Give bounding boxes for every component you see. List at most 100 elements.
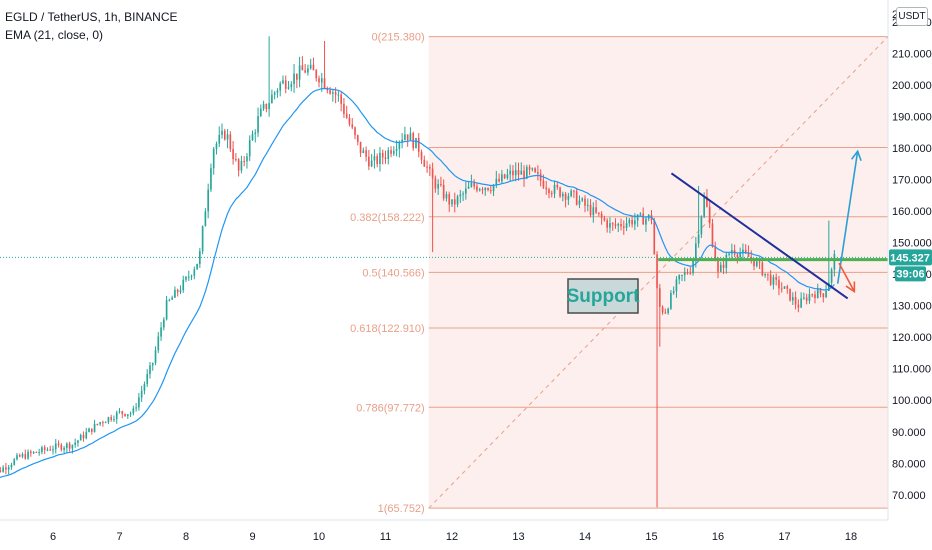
candle-body [695, 243, 697, 261]
candle-body [769, 274, 772, 285]
candle [700, 215, 703, 239]
candle-body [24, 454, 27, 459]
candle-body [351, 124, 354, 128]
candle-body [553, 184, 556, 194]
candle-body [406, 134, 409, 141]
candle-body [179, 290, 182, 293]
candle-body [293, 73, 295, 85]
candle [102, 420, 104, 427]
candle-body [257, 116, 259, 133]
candle [354, 126, 356, 140]
candle [79, 433, 82, 441]
candle [140, 385, 143, 402]
candle-body [107, 417, 110, 423]
currency-selector-button[interactable]: USDT [896, 7, 928, 26]
candle-body [412, 133, 415, 149]
candle-body [365, 150, 367, 157]
candle-body [531, 168, 534, 170]
candle-body [246, 156, 248, 162]
candle-body [404, 134, 406, 140]
candle-body [595, 207, 597, 213]
price-axis-tick: 70.000 [892, 490, 926, 502]
candle-body [259, 108, 262, 117]
candle-body [207, 189, 209, 212]
candle-body [296, 73, 298, 80]
candle-body [672, 291, 675, 293]
candle [553, 180, 556, 199]
candle [758, 259, 761, 269]
candle-body [678, 275, 681, 280]
candle-body [586, 204, 589, 206]
candle [215, 141, 218, 155]
candle [761, 261, 764, 277]
candle-body [495, 178, 498, 185]
candle-body [489, 190, 492, 192]
candle-body [265, 103, 268, 109]
candle-body [767, 273, 769, 275]
candle [326, 86, 329, 94]
candle [767, 273, 769, 281]
candle [642, 207, 645, 225]
candle [747, 245, 750, 258]
candle [165, 295, 168, 321]
candle-body [307, 68, 309, 73]
candle [276, 88, 279, 98]
candle-body [343, 103, 345, 114]
fib-level-label: 0.382(158.222) [350, 212, 425, 224]
candle-body [498, 178, 500, 182]
candle [736, 252, 739, 264]
candle [719, 261, 722, 273]
candle-body [833, 254, 836, 270]
candle [207, 183, 209, 219]
candle [791, 292, 794, 305]
candle-body [57, 443, 60, 445]
candle [456, 194, 459, 208]
candle-body [578, 200, 581, 205]
candle [226, 129, 229, 149]
candle [578, 195, 581, 209]
candle [487, 187, 489, 192]
candle-body [570, 190, 572, 197]
candle-body [232, 149, 234, 160]
candle [135, 402, 137, 412]
support-label: Support [567, 286, 640, 307]
ema-legend: EMA (21, close, 0) [5, 28, 104, 42]
candle-body [218, 134, 221, 144]
candle [271, 89, 273, 104]
candle [365, 146, 367, 162]
candle-body [102, 422, 104, 424]
price-axis-tick: 110.000 [892, 364, 931, 376]
candle-body [780, 288, 783, 290]
price-axis-tick: 190.000 [892, 112, 932, 124]
countdown-value: 39:06 [896, 268, 924, 280]
candle [296, 73, 298, 89]
candle [675, 276, 678, 298]
candle-body [85, 432, 88, 439]
candle-body [575, 191, 578, 205]
candle [27, 449, 29, 460]
candle [2, 465, 4, 473]
candle-body [689, 273, 692, 275]
candle [210, 163, 212, 193]
price-axis-tick: 130.000 [892, 301, 932, 313]
candle [196, 263, 198, 270]
candle-body [534, 168, 536, 173]
candle-body [182, 279, 185, 291]
candle [537, 165, 539, 181]
candle-body [431, 168, 434, 179]
candle [121, 410, 124, 419]
candle [63, 445, 65, 454]
candle [689, 267, 692, 275]
candle [467, 181, 470, 189]
candle-body [711, 223, 714, 247]
candle-body [747, 252, 750, 258]
candle [77, 439, 79, 447]
candle-body [487, 187, 489, 191]
candle-body [725, 254, 728, 268]
candle-body [658, 288, 661, 307]
candle-body [384, 157, 387, 159]
last-price-tag-bg [889, 249, 932, 266]
candle [567, 192, 570, 206]
